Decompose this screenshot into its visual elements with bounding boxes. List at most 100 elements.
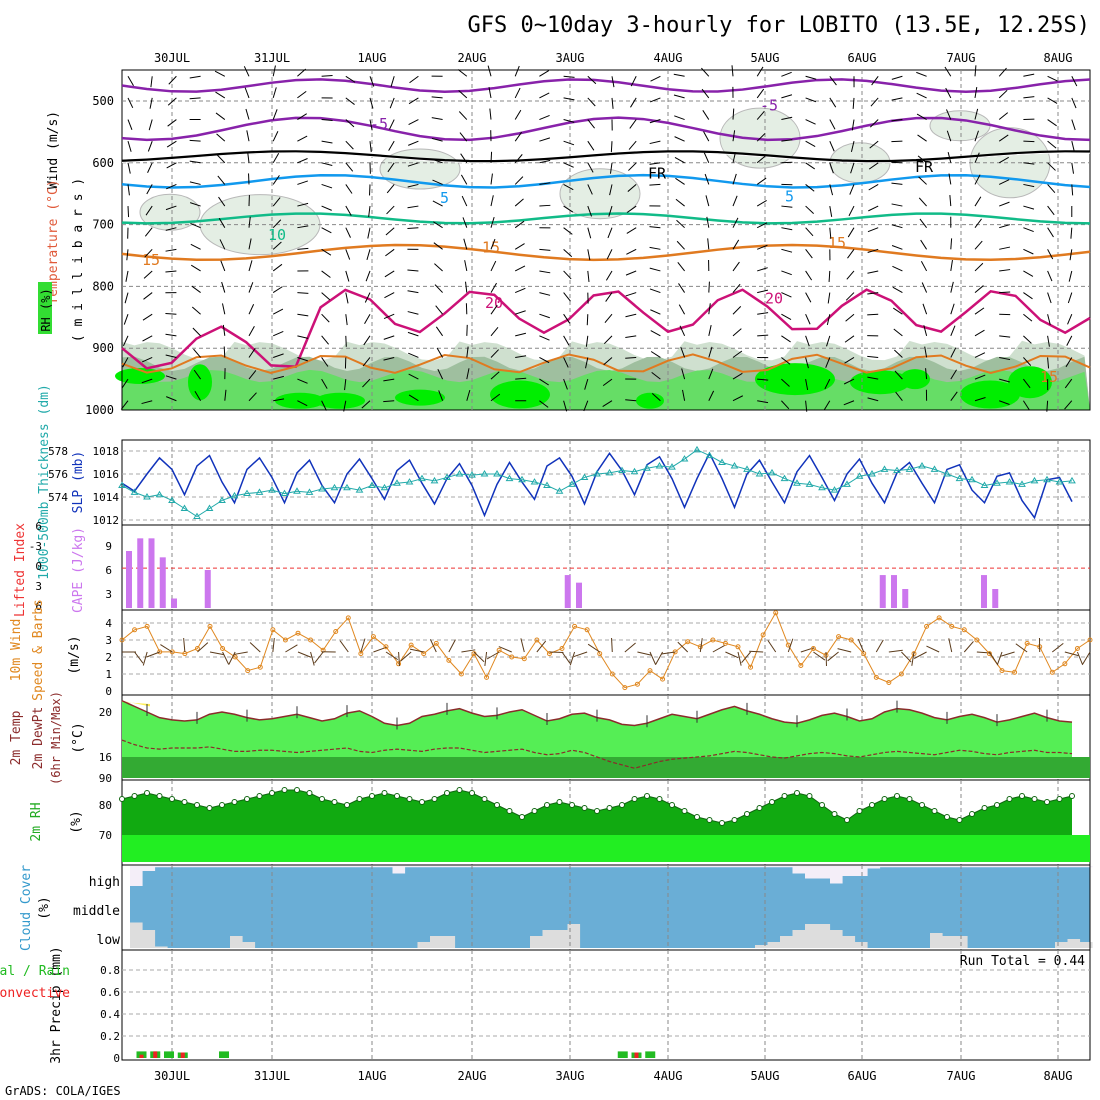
wind-barb bbox=[460, 174, 468, 185]
wind-speed-marker bbox=[848, 637, 854, 643]
thickness-marker bbox=[355, 486, 364, 493]
wind-barb bbox=[587, 249, 591, 261]
rh-marker bbox=[581, 805, 588, 811]
wind-speed-marker bbox=[949, 623, 955, 629]
wind-barb bbox=[974, 397, 986, 402]
wind-barb bbox=[150, 76, 153, 88]
label-2m-dewpt: 2m DewPt bbox=[31, 707, 46, 770]
wind-barb bbox=[682, 389, 686, 401]
thickness-marker bbox=[280, 489, 289, 497]
wind-barb bbox=[141, 357, 153, 363]
wind-speed-marker bbox=[1049, 669, 1055, 675]
wind-barb bbox=[844, 335, 855, 343]
wind-speed-marker bbox=[559, 646, 565, 651]
wind-barb bbox=[141, 400, 153, 405]
wind-barb bbox=[757, 289, 769, 294]
wind-barb bbox=[805, 140, 816, 148]
wind-speed-marker bbox=[584, 627, 590, 633]
wind-barb bbox=[587, 184, 593, 195]
wind-barb bbox=[246, 130, 250, 142]
thickness-marker bbox=[368, 481, 376, 488]
cloud-low-bar bbox=[230, 936, 243, 948]
cloud-high-bar bbox=[142, 866, 156, 871]
wind-barb bbox=[1023, 73, 1035, 77]
wind-barb bbox=[539, 292, 551, 296]
rh-marker bbox=[869, 802, 875, 808]
wind-barb bbox=[386, 205, 395, 215]
wind-barb-10m bbox=[963, 641, 974, 653]
rh-marker bbox=[756, 805, 763, 811]
wind-speed-marker bbox=[924, 623, 930, 629]
cloud-high-bar bbox=[705, 866, 718, 868]
rh-patch bbox=[900, 369, 930, 390]
wind-barb-10m bbox=[989, 651, 998, 665]
thickness-marker bbox=[180, 504, 189, 511]
rh-marker bbox=[856, 808, 863, 814]
lifted-index-tick: 3 bbox=[35, 580, 42, 593]
wind-barb bbox=[248, 392, 257, 402]
wind-speed-marker bbox=[660, 676, 666, 682]
wind-barb-10m bbox=[926, 645, 940, 653]
thickness-marker bbox=[318, 484, 326, 492]
cloud-high-bar bbox=[392, 866, 406, 874]
rh-marker bbox=[506, 808, 513, 814]
cape-bar bbox=[204, 570, 211, 608]
wind-barb bbox=[587, 205, 593, 217]
wind-barb bbox=[649, 97, 661, 103]
pressure-tick: 500 bbox=[92, 94, 114, 108]
wind-barb-10m bbox=[624, 642, 636, 653]
thickness-marker bbox=[743, 465, 751, 472]
wind-barb bbox=[217, 175, 226, 185]
thickness-marker bbox=[230, 491, 239, 499]
cloud-low-bar bbox=[767, 942, 781, 948]
thickness-marker bbox=[830, 486, 839, 493]
wind-barb bbox=[458, 90, 468, 99]
thickness-marker bbox=[1005, 478, 1014, 485]
wind-barb bbox=[127, 119, 133, 130]
label-2m-temp: 2m Temp bbox=[9, 710, 24, 765]
wind-barb bbox=[247, 151, 250, 163]
wind-barb bbox=[867, 292, 879, 295]
wind-barb bbox=[272, 175, 280, 185]
wind-speed-marker bbox=[458, 671, 464, 677]
wind-barb bbox=[1065, 357, 1073, 368]
wind-barb bbox=[297, 292, 309, 294]
wind-barb bbox=[459, 132, 468, 142]
wind-barb bbox=[407, 311, 419, 315]
wind-barb bbox=[921, 282, 928, 293]
wind-barb bbox=[539, 270, 551, 274]
wind-barb bbox=[948, 173, 952, 185]
rh-patch bbox=[755, 363, 835, 396]
wind-barb bbox=[466, 368, 470, 380]
wind-barb bbox=[514, 220, 525, 229]
rh-key bbox=[38, 282, 52, 334]
wind-barb bbox=[681, 368, 686, 380]
wind-speed-marker bbox=[710, 637, 716, 643]
wind-barb bbox=[829, 75, 837, 86]
wind-tick: 1 bbox=[105, 668, 112, 681]
precip-total-bar bbox=[645, 1051, 656, 1058]
wind-speed-marker bbox=[257, 664, 263, 670]
wind-barb bbox=[674, 136, 685, 142]
wind-barb bbox=[272, 263, 283, 272]
wind-barb bbox=[999, 335, 1011, 338]
wind-barb bbox=[563, 183, 574, 191]
wind-speed-marker bbox=[798, 663, 804, 668]
wind-barb-10m bbox=[536, 640, 547, 653]
wind-barb bbox=[708, 390, 715, 401]
thickness-marker bbox=[630, 467, 639, 475]
contour-label: 15 bbox=[1040, 368, 1058, 386]
wind-barb bbox=[805, 270, 813, 281]
wind-barb bbox=[950, 260, 953, 272]
wind-barb bbox=[165, 375, 177, 380]
wind-barb bbox=[364, 313, 371, 324]
wind-barb bbox=[165, 227, 177, 231]
wind-barb bbox=[366, 249, 371, 261]
contour-label: -5 bbox=[760, 96, 778, 114]
rh-upper-patch bbox=[969, 127, 1051, 199]
wind-barb bbox=[847, 227, 855, 238]
wind-barb bbox=[974, 108, 979, 120]
thickness-marker bbox=[793, 479, 801, 486]
wind-barb bbox=[891, 119, 903, 122]
wind-barb bbox=[625, 356, 637, 359]
